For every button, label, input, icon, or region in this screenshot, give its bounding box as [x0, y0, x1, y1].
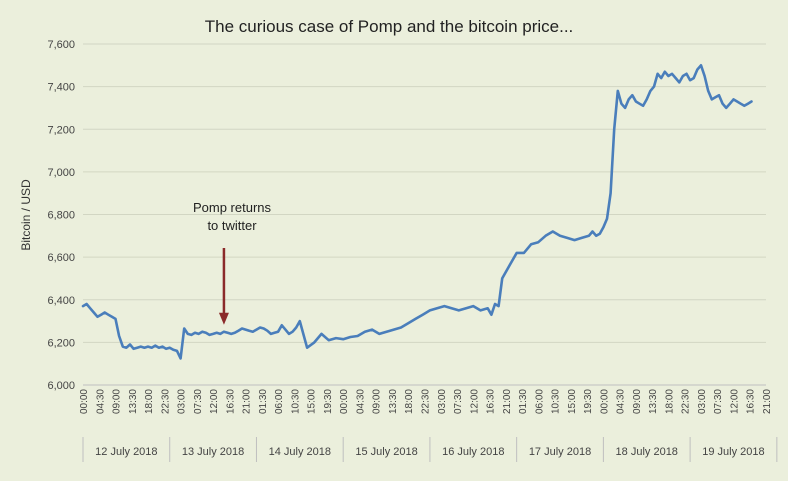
y-tick-label: 6,000	[47, 380, 75, 392]
x-tick-label: 13:30	[128, 389, 139, 414]
day-label: 16 July 2018	[442, 446, 504, 458]
annotation-line-2: to twitter	[207, 218, 257, 233]
y-tick-label: 7,400	[47, 82, 75, 94]
x-tick-label: 00:00	[599, 389, 610, 414]
x-tick-label: 09:00	[112, 389, 123, 414]
y-tick-label: 7,000	[47, 167, 75, 179]
x-tick-label: 22:30	[681, 389, 692, 414]
day-label: 18 July 2018	[616, 446, 678, 458]
x-tick-label: 06:00	[274, 389, 285, 414]
series-group	[81, 64, 753, 360]
x-tick-label: 09:00	[632, 389, 643, 414]
x-tick-label: 04:30	[95, 389, 106, 414]
x-tick-label: 09:00	[372, 389, 383, 414]
x-tick-label: 04:30	[355, 389, 366, 414]
x-tick-label: 04:30	[616, 389, 627, 414]
y-axis-label: Bitcoin / USD	[19, 179, 33, 251]
x-tick-label: 12:00	[469, 389, 480, 414]
y-tick-label: 6,400	[47, 295, 75, 307]
annotation-group: Pomp returns to twitter	[193, 200, 272, 325]
x-tick-label: 16:30	[225, 389, 236, 414]
y-tick-label: 7,600	[47, 39, 75, 51]
x-tick-label: 03:00	[437, 389, 448, 414]
day-label: 17 July 2018	[529, 446, 591, 458]
day-label: 14 July 2018	[269, 446, 331, 458]
annotation-line-1: Pomp returns	[193, 200, 272, 215]
x-tick-label: 21:00	[502, 389, 513, 414]
x-tick-label: 15:00	[567, 389, 578, 414]
x-tick-label: 00:00	[79, 389, 90, 414]
x-tick-label: 10:30	[290, 389, 301, 414]
y-tick-label: 6,800	[47, 210, 75, 222]
x-tick-label: 06:00	[534, 389, 545, 414]
y-tick-label: 6,200	[47, 337, 75, 349]
x-tick-label: 03:00	[177, 389, 188, 414]
day-label: 19 July 2018	[702, 446, 764, 458]
x-tick-label: 03:00	[697, 389, 708, 414]
x-tick-label: 10:30	[551, 389, 562, 414]
x-tick-label: 21:00	[242, 389, 253, 414]
x-tick-label: 21:00	[762, 389, 773, 414]
y-tick-labels: 6,000 6,200 6,400 6,600 6,800 7,000 7,200 7,400…	[47, 39, 75, 392]
x-tick-label: 18:00	[144, 389, 155, 414]
y-tick-label: 7,200	[47, 124, 75, 136]
x-tick-label: 22:30	[160, 389, 171, 414]
day-label: 13 July 2018	[182, 446, 244, 458]
x-tick-labels: 00:00 04:30 09:00 13:30 18:00 22:30 03:00 07:30…	[79, 389, 773, 414]
x-tick-label: 22:30	[421, 389, 432, 414]
x-tick-label: 18:00	[404, 389, 415, 414]
x-tick-label: 19:30	[583, 389, 594, 414]
series-line	[81, 64, 753, 360]
x-tick-label: 15:00	[307, 389, 318, 414]
x-tick-label: 16:30	[486, 389, 497, 414]
x-tick-label: 18:00	[664, 389, 675, 414]
x-tick-label: 19:30	[323, 389, 334, 414]
x-tick-label: 13:30	[648, 389, 659, 414]
x-tick-label: 12:00	[209, 389, 220, 414]
gridlines	[83, 43, 766, 386]
chart-title: The curious case of Pomp and the bitcoin…	[205, 17, 574, 36]
day-labels: 12 July 2018 13 July 2018 14 July 2018 15 J…	[82, 437, 778, 462]
x-tick-label: 01:30	[258, 389, 269, 414]
x-tick-label: 12:00	[729, 389, 740, 414]
x-tick-label: 07:30	[193, 389, 204, 414]
y-tick-label: 6,600	[47, 252, 75, 264]
day-label: 15 July 2018	[355, 446, 417, 458]
x-tick-label: 00:00	[339, 389, 350, 414]
x-tick-label: 13:30	[388, 389, 399, 414]
x-tick-label: 01:30	[518, 389, 529, 414]
x-tick-label: 07:30	[453, 389, 464, 414]
x-tick-label: 16:30	[746, 389, 757, 414]
day-label: 12 July 2018	[95, 446, 157, 458]
x-tick-label: 07:30	[713, 389, 724, 414]
annotation-arrow-head	[218, 312, 229, 325]
